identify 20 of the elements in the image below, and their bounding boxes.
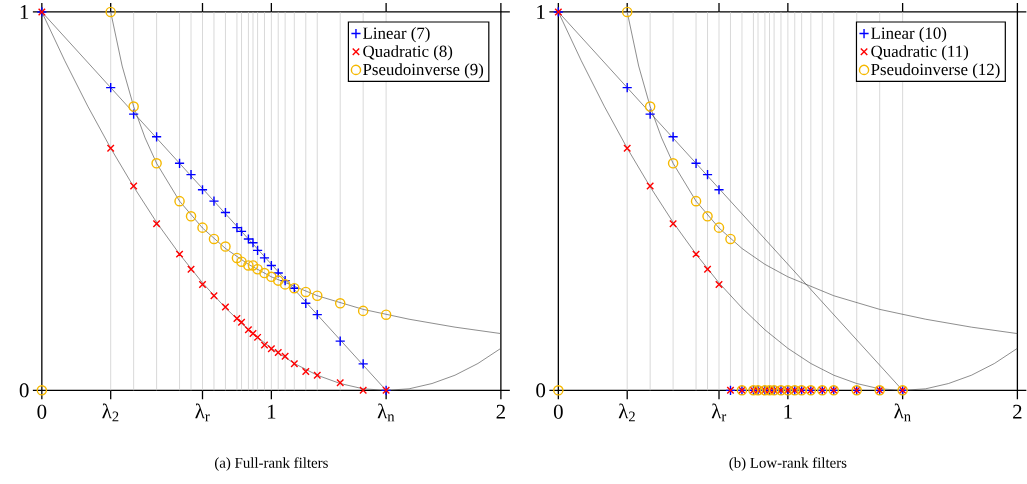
- x-tick-label: 2: [496, 404, 505, 419]
- legend-label: Quadratic (11): [871, 45, 969, 61]
- ref-line-label: λ$_{n}$: [894, 403, 911, 422]
- x-tick-label: 2: [1013, 404, 1022, 419]
- text: (a) Full-rank filters: [214, 457, 328, 471]
- legend-label: Pseudoinverse (9): [363, 63, 484, 79]
- ref-line-label: λ$_{2}$: [618, 403, 635, 422]
- ref-line-label: λ$_{r}$: [711, 403, 727, 422]
- ref-line-label: λ$_{n}$: [377, 403, 395, 422]
- x-tick-label: 0: [553, 404, 563, 419]
- legend-label: Quadratic (8): [363, 45, 453, 61]
- ref-line-label: λ$_{r}$: [195, 403, 210, 422]
- ref-line-label: λ$_{2}$: [102, 403, 119, 422]
- text: (b) Low-rank filters: [729, 457, 847, 471]
- x-tick-label: 1: [784, 404, 792, 419]
- x-tick-label: 1: [267, 404, 276, 419]
- x-tick-label: 0: [37, 404, 47, 419]
- legend-label: Linear (7): [363, 27, 430, 43]
- legend-label: Pseudoinverse (12): [871, 63, 1000, 79]
- legend-label: Linear (10): [871, 27, 947, 43]
